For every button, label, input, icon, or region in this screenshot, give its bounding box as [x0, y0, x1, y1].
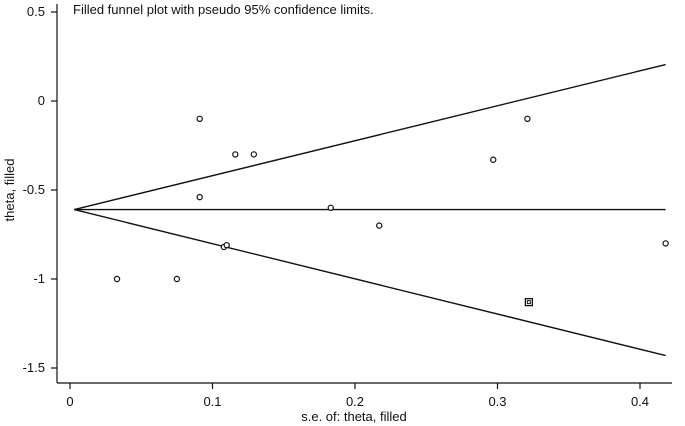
- study-point: [196, 193, 203, 201]
- study-point: [327, 204, 334, 211]
- y-tick-label: -1.5: [23, 360, 45, 375]
- study-point: [490, 156, 497, 163]
- study-point: [376, 222, 383, 229]
- y-tick-label: -0.5: [23, 182, 45, 197]
- y-axis-title: theta, filled: [2, 159, 17, 222]
- pseudo-ci-lines: [74, 63, 666, 357]
- upper-ci-line: [74, 63, 666, 211]
- x-tick-label: 0.3: [488, 394, 506, 409]
- chart-title: Filled funnel plot with pseudo 95% confi…: [73, 2, 374, 17]
- y-tick-label: -1: [33, 271, 45, 286]
- study-point: [524, 115, 531, 123]
- study-point: [173, 275, 181, 283]
- x-tick-label: 0.2: [346, 394, 364, 409]
- x-tick-label: 0: [66, 394, 73, 409]
- study-point: [662, 240, 669, 247]
- study-point: [232, 151, 239, 158]
- filled-study-point-inner: [526, 300, 531, 305]
- x-tick-label: 0.1: [203, 394, 221, 409]
- study-point: [196, 115, 203, 123]
- lower-ci-line: [74, 208, 666, 357]
- y-tick-label: 0: [38, 93, 45, 108]
- study-point: [250, 151, 258, 158]
- study-point: [113, 275, 121, 283]
- y-tick-label: 0.5: [27, 4, 45, 19]
- data-points: [113, 115, 669, 307]
- y-axis: 0.5 0 -0.5 -1 -1.5: [23, 4, 58, 383]
- x-tick-label: 0.4: [631, 394, 649, 409]
- study-point: [223, 241, 230, 249]
- x-axis: 0 0.1 0.2 0.3 0.4: [57, 382, 672, 409]
- filled-study-point: [524, 297, 533, 307]
- x-axis-title: s.e. of: theta, filled: [301, 409, 407, 424]
